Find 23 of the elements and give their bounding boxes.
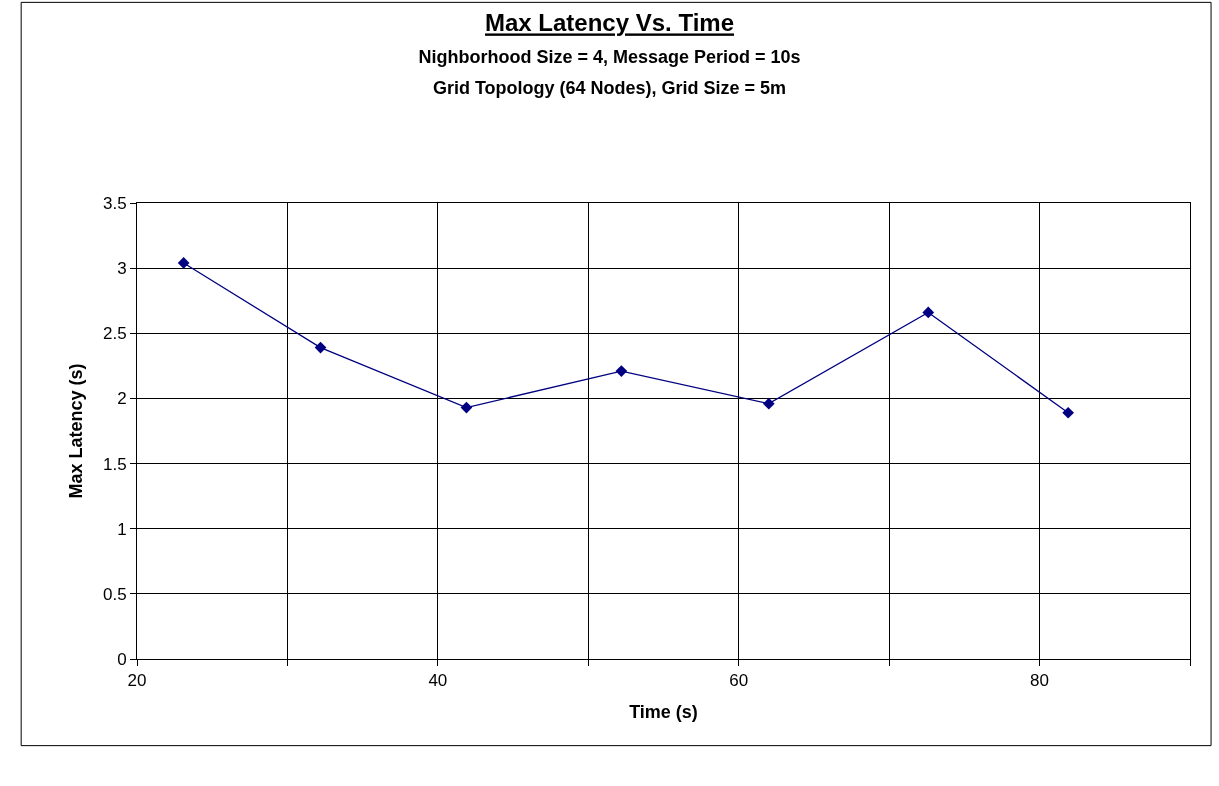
y-tick-label: 3.5 — [102, 193, 127, 213]
x-tick-label: 80 — [1030, 671, 1050, 691]
y-tick-label: 2.5 — [102, 324, 127, 344]
x-axis-title: Time (s) — [629, 701, 698, 722]
x-tick-label: 20 — [127, 671, 147, 691]
x-tick-label: 60 — [729, 671, 749, 691]
point — [922, 306, 935, 319]
point — [762, 397, 775, 410]
x-tick-label: 40 — [428, 671, 448, 691]
y-tick-label: 1.5 — [102, 454, 127, 474]
y-tick-label: 3 — [117, 259, 127, 279]
point — [177, 257, 190, 269]
y-tick-label: 2 — [117, 389, 127, 409]
point — [314, 341, 327, 354]
point — [460, 401, 473, 414]
chart-title: Max Latency Vs. Time — [485, 9, 734, 37]
y-axis-title: Max Latency (s) — [66, 363, 87, 499]
y-tick-label: 1 — [117, 519, 127, 539]
point — [1062, 406, 1074, 419]
y-tick-label: 0 — [117, 649, 127, 669]
point — [615, 365, 628, 377]
y-tick-label: 0.5 — [102, 584, 127, 604]
chart-subtitle: Nighborhood Size = 4, Message Period = 10s Grid Topology (64 Nodes), Grid Size = 5m — [418, 46, 801, 98]
